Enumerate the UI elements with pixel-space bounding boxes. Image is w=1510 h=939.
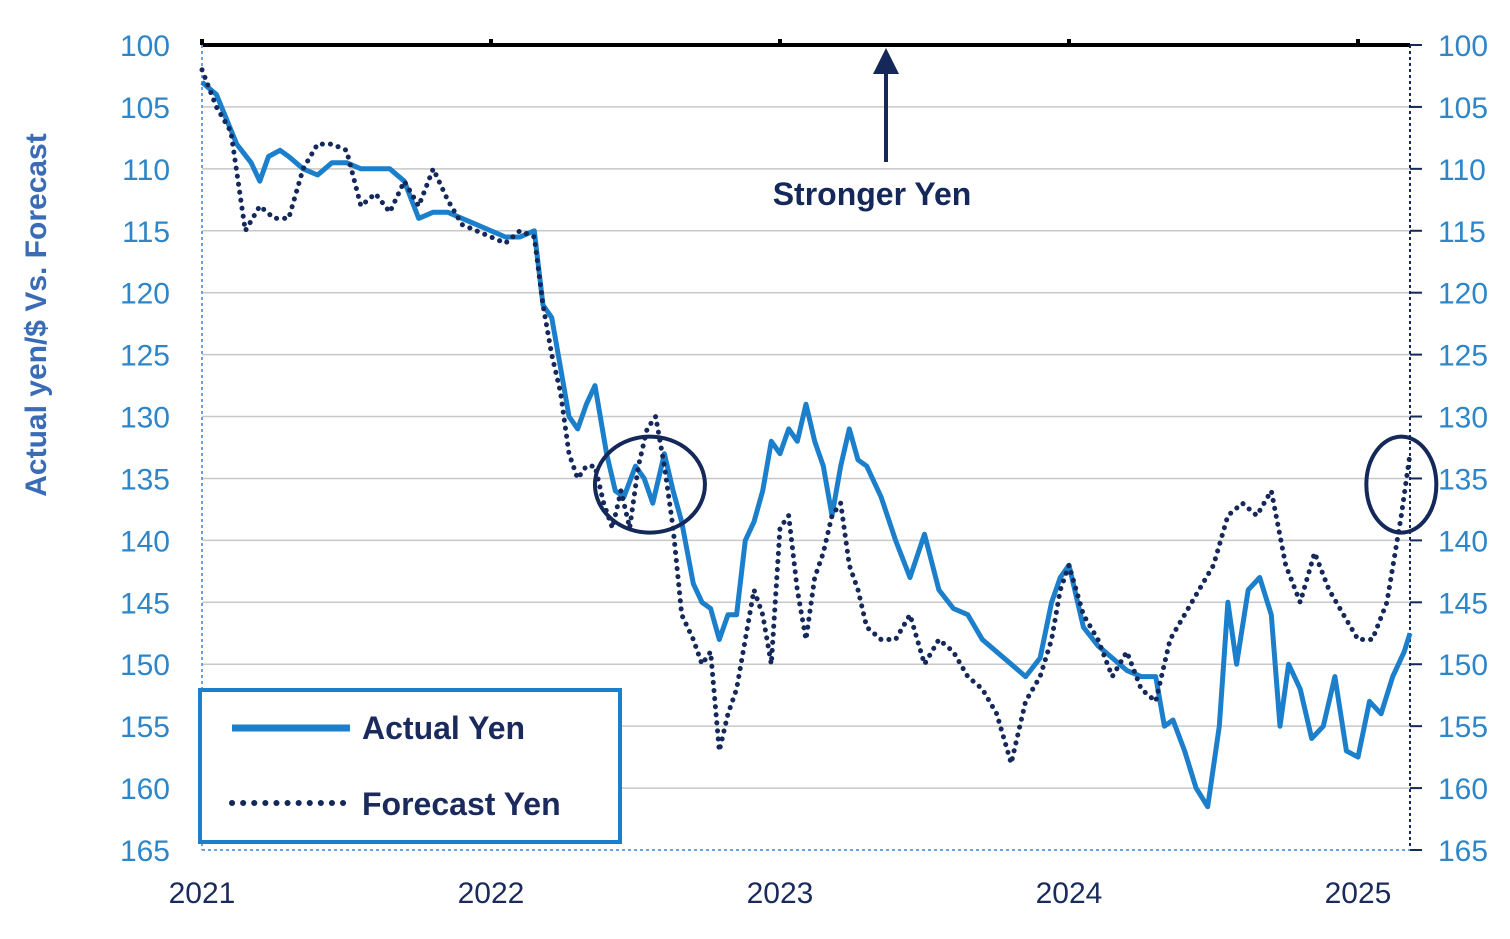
y-tick-label-left: 125 [120,340,170,373]
y-axis-left: 100 105 110 115 120 125 130 135 140 145 150 155 160 1… [120,30,170,868]
actual-yen-line [200,80,1413,810]
highlight-circle [592,434,707,535]
y-tick-label-right: 105 [1438,92,1488,125]
plot-frame [201,43,1411,851]
stronger-yen-arrow-icon [873,48,899,74]
y-tick-label-right: 155 [1438,711,1488,744]
y-tick-label-right: 160 [1438,773,1488,806]
x-tick-label: 2024 [1036,877,1103,910]
legend: Actual Yen Forecast Yen [198,688,622,844]
y-tick-label-right: 145 [1438,587,1488,620]
y-tick-label-right: 135 [1438,463,1488,496]
y-tick-label-left: 155 [120,711,170,744]
y-tick-label-left: 140 [120,525,170,558]
highlight-circle [1364,434,1439,535]
y-tick-label-left: 130 [120,402,170,435]
legend-forecast-label: Forecast Yen [362,786,561,822]
highlight-circles [592,434,1439,535]
y-tick-label-left: 115 [122,216,170,249]
y-tick-label-left: 100 [120,30,170,63]
y-tick-label-right: 100 [1438,30,1488,63]
y-tick-label-left: 105 [120,92,170,125]
annotation: Stronger Yen [773,48,972,212]
forecast-yen-line [199,67,1413,766]
y-axis-right: 100 105 110 115 120 125 130 135 140 145 150 155 160 1… [1410,30,1488,868]
y-tick-label-left: 110 [122,154,170,187]
y-tick-label-left: 165 [120,835,170,868]
y-tick-label-right: 130 [1438,402,1488,435]
y-tick-label-right: 125 [1438,340,1488,373]
series-group [199,67,1413,810]
y-tick-label-left: 120 [120,278,170,311]
legend-actual-label: Actual Yen [362,710,525,746]
y-tick-label-left: 135 [120,463,170,496]
y-tick-label-left: 150 [120,649,170,682]
stronger-yen-label: Stronger Yen [773,176,972,212]
y-tick-label-right: 120 [1438,278,1488,311]
y-tick-label-right: 165 [1438,835,1488,868]
y-tick-label-right: 110 [1438,154,1486,187]
y-axis-label: Actual yen/$ Vs. Forecast [20,133,53,497]
x-tick-label: 2022 [458,877,525,910]
x-tick-label: 2021 [169,877,236,910]
x-tick-label: 2025 [1325,877,1392,910]
x-tick-label: 2023 [747,877,814,910]
y-tick-label-right: 115 [1438,216,1486,249]
legend-box [198,688,622,844]
y-tick-label-left: 160 [120,773,170,806]
y-tick-label-right: 150 [1438,649,1488,682]
y-tick-label-left: 145 [120,587,170,620]
y-tick-label-right: 140 [1438,525,1488,558]
